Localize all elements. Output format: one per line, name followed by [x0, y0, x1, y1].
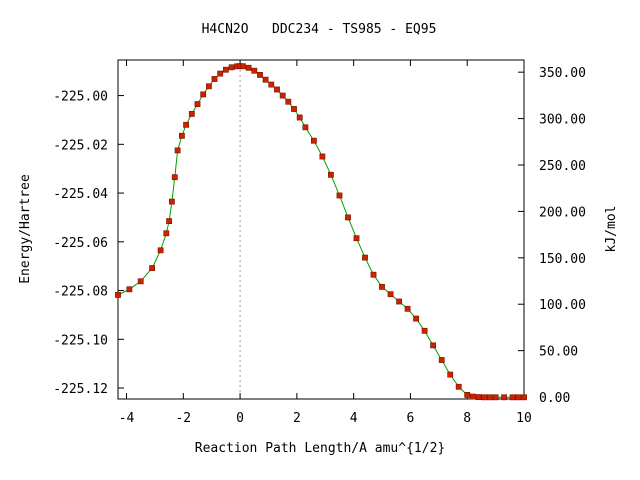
data-point: [492, 394, 499, 401]
y-axis-label: Energy/Hartree: [18, 174, 33, 284]
data-point: [353, 235, 360, 242]
data-point: [211, 76, 218, 82]
y2-tick-label: 0.00: [539, 391, 570, 406]
data-point: [206, 83, 212, 90]
data-point: [455, 383, 462, 390]
y-tick-label: -225.08: [53, 285, 108, 300]
data-point: [345, 214, 351, 221]
y-tick-label: -225.02: [53, 138, 108, 153]
y-axis-left: -225.00 -225.02 -225.04 -225.06 -225.08 -225.…: [53, 90, 124, 397]
data-point: [174, 147, 181, 154]
data-point: [194, 101, 201, 107]
data-point: [430, 342, 436, 349]
x-tick-label: -2: [175, 411, 191, 426]
data-point: [370, 271, 377, 278]
data-point: [240, 63, 246, 70]
data-point: [179, 132, 185, 139]
data-point: [217, 70, 224, 77]
data-point: [509, 394, 516, 401]
data-point: [169, 198, 175, 205]
data-point: [279, 92, 286, 99]
y-tick-label: -225.12: [53, 382, 108, 397]
x-axis: -4 -2 0 2 4 6 8 10: [119, 60, 532, 426]
y2-tick-label: 200.00: [539, 205, 586, 220]
data-points: [115, 63, 527, 401]
x-tick-label: 0: [236, 411, 244, 426]
data-point: [362, 254, 368, 261]
data-point: [285, 98, 292, 105]
x-tick-label: 10: [516, 411, 532, 426]
data-point: [327, 171, 334, 178]
data-point: [302, 124, 309, 131]
chart-title: H4CN2O DDC234 - TS985 - EQ95: [202, 22, 437, 37]
data-point: [126, 286, 133, 293]
y2-tick-label: 150.00: [539, 252, 586, 267]
data-point: [157, 247, 164, 254]
data-point: [521, 394, 527, 401]
data-point: [166, 218, 172, 224]
data-point: [319, 153, 326, 160]
y-tick-label: -225.06: [53, 236, 108, 251]
data-point: [404, 305, 411, 312]
data-point: [413, 315, 419, 322]
x-tick-label: 6: [407, 411, 415, 426]
data-point: [171, 174, 178, 181]
data-point: [481, 394, 488, 401]
data-point: [469, 393, 476, 400]
x-tick-label: 2: [293, 411, 301, 426]
data-point: [268, 81, 275, 88]
y2-tick-label: 50.00: [539, 345, 578, 360]
data-point: [379, 283, 385, 290]
data-point: [336, 192, 343, 199]
data-point: [396, 298, 402, 305]
data-point: [115, 291, 121, 298]
y2-tick-label: 100.00: [539, 298, 586, 313]
data-point: [149, 265, 155, 271]
data-point: [183, 121, 189, 128]
data-point: [515, 394, 522, 401]
y2-tick-label: 350.00: [539, 66, 586, 81]
x-tick-label: -4: [119, 411, 135, 426]
data-point: [475, 394, 482, 400]
y-tick-label: -225.00: [53, 90, 108, 105]
x-axis-label: Reaction Path Length/A amu^{1/2}: [195, 441, 445, 456]
data-point: [447, 371, 454, 378]
data-point: [486, 394, 493, 401]
data-point: [387, 291, 394, 298]
y2-tick-label: 300.00: [539, 113, 586, 128]
data-point: [223, 66, 229, 73]
data-point: [310, 137, 317, 144]
data-point: [296, 114, 303, 121]
data-point: [228, 64, 235, 71]
data-point: [188, 111, 195, 117]
y2-axis-label: kJ/mol: [604, 206, 619, 253]
energy-curve: [117, 65, 524, 398]
x-tick-label: 4: [350, 411, 358, 426]
data-point: [438, 357, 445, 363]
x-tick-label: 8: [463, 411, 471, 426]
y2-tick-label: 250.00: [539, 159, 586, 174]
data-point: [291, 106, 297, 112]
data-point: [464, 391, 471, 398]
data-point: [251, 67, 258, 74]
data-point: [274, 86, 280, 93]
y-tick-label: -225.10: [53, 333, 108, 348]
data-point: [262, 76, 269, 83]
data-point: [257, 72, 263, 78]
data-point: [245, 64, 252, 71]
plot-frame: [117, 59, 525, 400]
data-point: [501, 394, 507, 401]
data-point: [421, 327, 428, 334]
y-axis-right: 0.00 50.00 100.00 150.00 200.00 250.00 300.00 3…: [518, 66, 586, 406]
y-tick-label: -225.04: [53, 187, 108, 202]
data-point: [200, 91, 207, 98]
data-point: [137, 278, 144, 285]
data-point: [163, 230, 170, 237]
